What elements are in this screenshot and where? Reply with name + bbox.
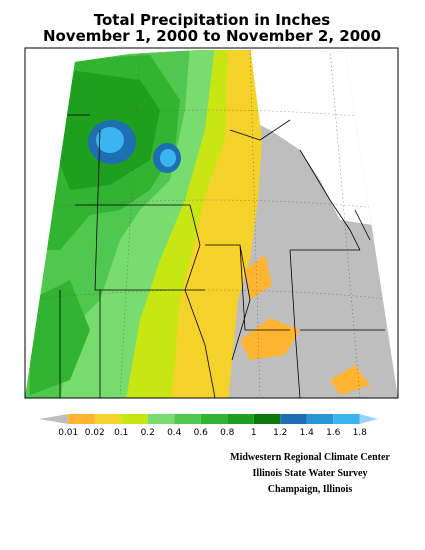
legend-label: 1.4	[300, 428, 315, 438]
legend-label: 0.02	[85, 428, 105, 438]
legend-swatch	[333, 414, 360, 424]
legend-swatch	[121, 414, 148, 424]
legend-label: 1.6	[326, 428, 341, 438]
legend-swatch	[147, 414, 175, 424]
legend-label: 0.4	[167, 428, 182, 438]
legend-swatch	[200, 414, 228, 424]
legend-swatch	[227, 414, 254, 424]
map-frame	[24, 47, 399, 399]
legend-label: 0.2	[141, 428, 155, 438]
legend-swatch	[68, 414, 95, 424]
precip-map	[25, 50, 398, 398]
credit: Illinois State Water Survey	[253, 468, 368, 479]
legend-swatch	[174, 414, 201, 424]
legend-swatch	[94, 414, 122, 424]
legend-label: 1.2	[273, 428, 287, 438]
legend: 0.01 0.02 0.1 0.2 0.4 0.6 0.8 1 1.2 1.4 1.6 1.8	[39, 414, 378, 438]
legend-label: 1	[251, 428, 257, 438]
legend-label: 0.6	[194, 428, 209, 438]
legend-swatch	[253, 414, 281, 424]
title: Total Precipitation in Inches	[94, 11, 331, 29]
legend-label: 0.1	[114, 428, 128, 438]
legend-swatch	[280, 414, 307, 424]
legend-swatch	[359, 414, 378, 424]
legend-label: 1.8	[353, 428, 368, 438]
legend-label: 0.8	[220, 428, 235, 438]
subtitle: November 1, 2000 to November 2, 2000	[43, 27, 381, 45]
legend-label: 0.01	[58, 428, 78, 438]
legend-swatch	[39, 414, 69, 424]
credit: Midwestern Regional Climate Center	[230, 452, 390, 463]
credit: Champaign, Illinois	[268, 484, 353, 495]
legend-swatch	[306, 414, 334, 424]
